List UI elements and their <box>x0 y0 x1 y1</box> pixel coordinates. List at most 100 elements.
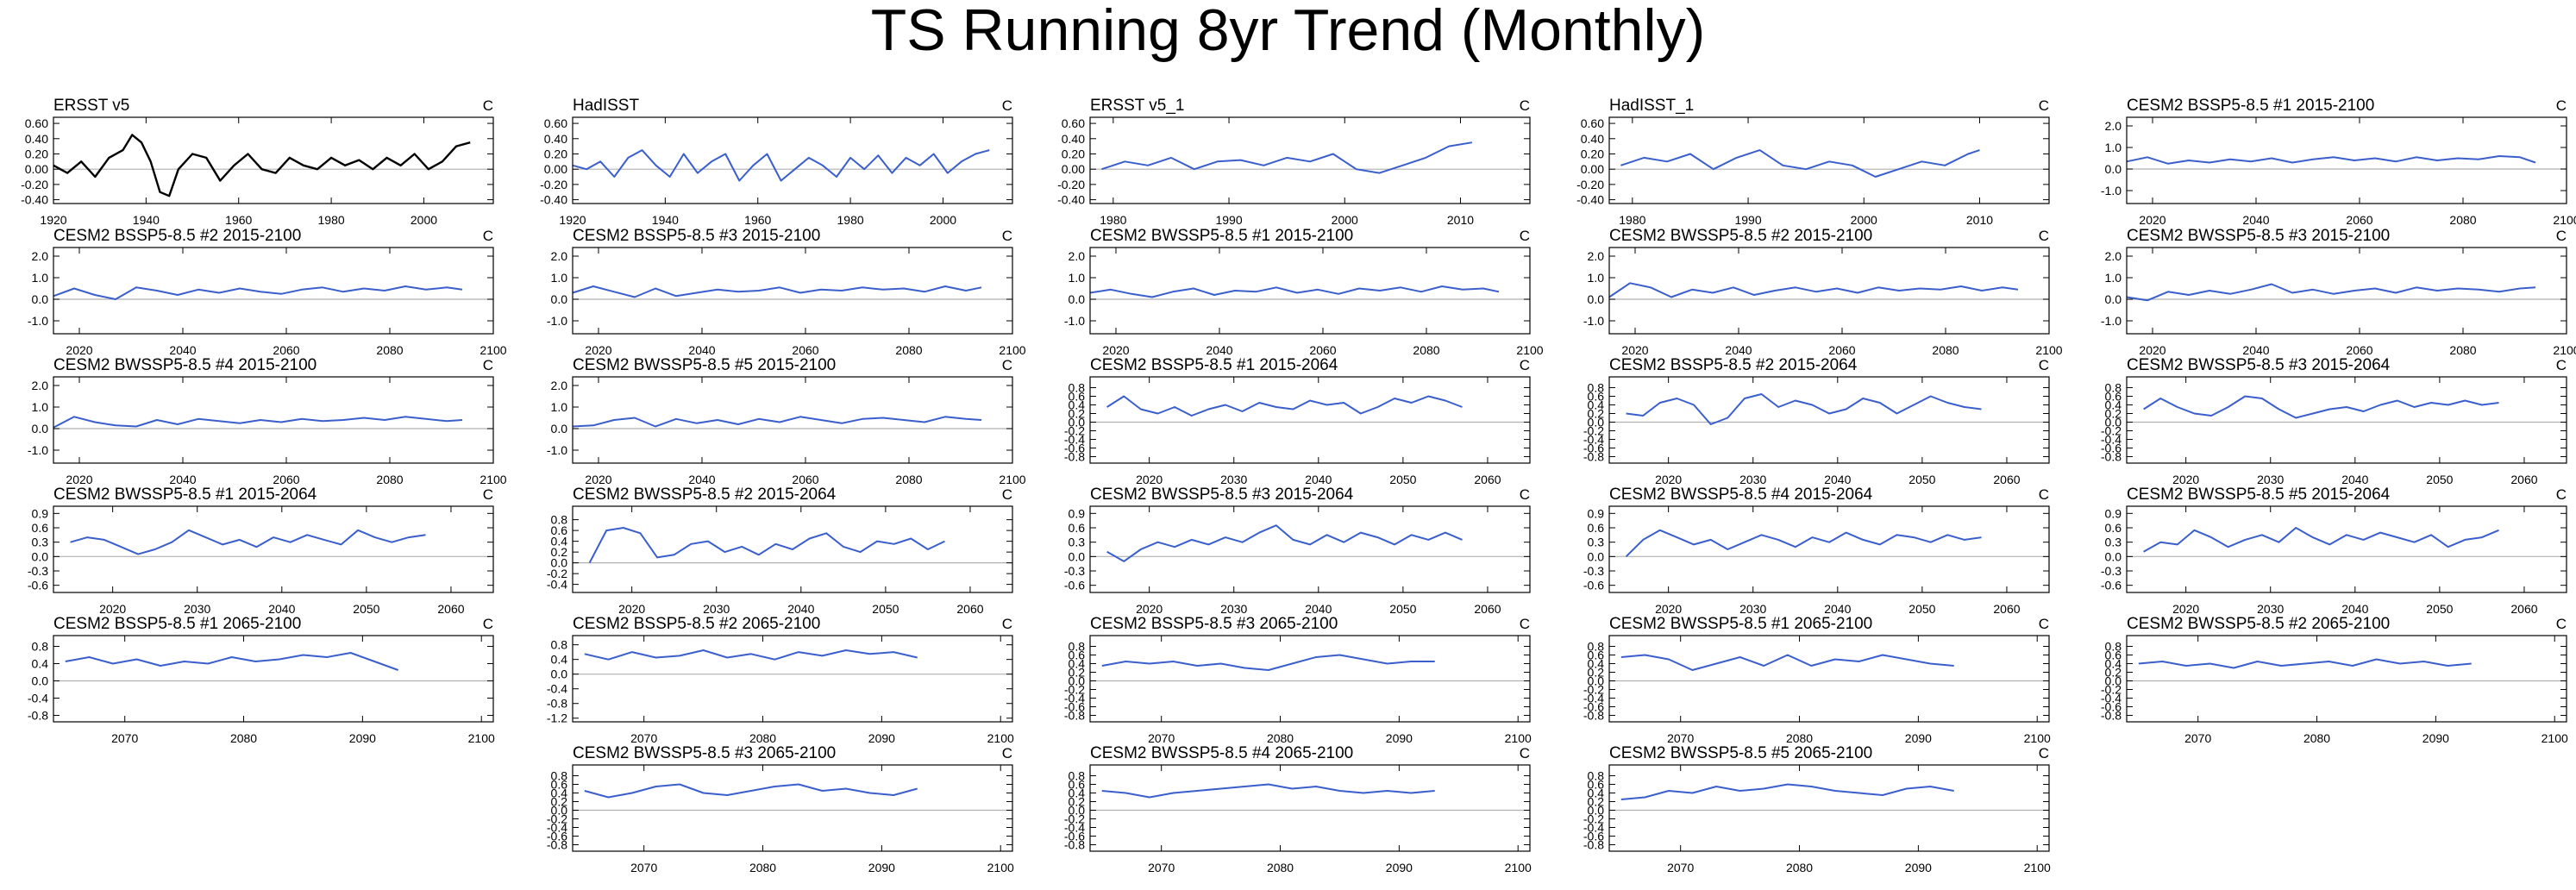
chart-panel: CESM2 BSSP5-8.5 #3 2015-2100 C -1.0 0.0 1.0 2… <box>547 227 1026 357</box>
x-tick-label: 2030 <box>2257 602 2284 616</box>
series-line <box>1626 393 1982 425</box>
panel-units: C <box>1520 616 1530 632</box>
x-tick-label: 1940 <box>133 213 160 227</box>
x-tick-label: 2040 <box>2242 213 2269 227</box>
panel-title: CESM2 BWSSP5-8.5 #3 2015-2100 <box>2127 227 2390 245</box>
y-tick-label: -0.2 <box>1064 683 1085 697</box>
series-line <box>1608 282 2019 298</box>
series-line <box>70 529 426 555</box>
y-tick-label: -0.4 <box>547 682 567 696</box>
x-tick-label: 1980 <box>1619 213 1645 227</box>
y-tick-label: 0.4 <box>32 657 49 671</box>
x-tick-label: 2040 <box>1824 473 1851 486</box>
panel-units: C <box>1520 745 1530 762</box>
y-tick-label: 0.2 <box>1588 666 1605 680</box>
plot-frame <box>1608 376 2050 464</box>
y-tick-label: 0.6 <box>2105 390 2122 404</box>
y-tick-label: -1.0 <box>2101 314 2122 328</box>
y-tick-label: -0.8 <box>2101 709 2122 723</box>
y-tick-label: -1.0 <box>28 314 48 328</box>
y-tick-label: 1.0 <box>551 400 568 414</box>
x-tick-label: 2070 <box>1148 861 1175 874</box>
x-tick-label: 2100 <box>1516 343 1543 357</box>
chart-panel: CESM2 BSSP5-8.5 #2 2065-2100 C -1.2-0.8-0.… <box>547 615 1014 745</box>
panel-title: CESM2 BSSP5-8.5 #1 2015-2064 <box>1090 356 1338 374</box>
y-tick-label: -0.6 <box>1064 830 1085 843</box>
y-tick-label: 0.6 <box>1588 390 1605 404</box>
y-tick-label: -0.6 <box>1583 579 1604 592</box>
panel-title: CESM2 BWSSP5-8.5 #2 2015-2100 <box>1609 227 1872 245</box>
y-tick-label: 0.6 <box>1588 649 1605 662</box>
y-tick-label: -1.0 <box>2101 184 2122 197</box>
y-tick-label: 0.4 <box>551 535 568 548</box>
y-tick-label: 0.9 <box>2105 506 2122 520</box>
y-tick-label: 0.0 <box>1588 674 1605 688</box>
y-tick-label: -0.8 <box>1583 709 1604 723</box>
chart-panel: CESM2 BWSSP5-8.5 #4 2015-2064 C-0.6-0.30.… <box>1583 486 2050 616</box>
x-tick-label: 2000 <box>1332 213 1358 227</box>
plot-frame <box>2126 116 2567 204</box>
y-tick-label: 2.0 <box>2105 249 2122 263</box>
chart-panel: CESM2 BWSSP5-8.5 #2 2015-2064 C-0.4-0.20.… <box>547 486 1013 616</box>
chart-panel: ERSST v5 C -0.40 -0.20 0.00 0.200.40 0.60 1920 1… <box>21 97 494 227</box>
y-tick-label: 2.0 <box>32 379 49 392</box>
y-tick-label: 0.3 <box>1588 536 1605 549</box>
x-tick-label: 2000 <box>930 213 956 227</box>
panel-units: C <box>2039 616 2049 632</box>
plot-frame <box>53 376 494 464</box>
y-tick-label: 0.2 <box>1588 795 1605 809</box>
y-tick-label: -0.4 <box>1064 692 1085 705</box>
chart-panel: CESM2 BWSSP5-8.5 #3 2015-2100 C -1.0 0.0 1.0… <box>2101 227 2576 357</box>
series-line <box>1101 141 1473 174</box>
series-line <box>588 527 945 564</box>
plot-frame <box>1608 635 2050 723</box>
x-tick-label: 2080 <box>230 731 257 745</box>
chart-panel: ERSST v5_1 C -0.40 -0.20 0.00 0.200.40 0.60 198… <box>1057 97 1531 227</box>
panel-units: C <box>1520 486 1530 503</box>
x-tick-label: 2060 <box>437 602 464 616</box>
y-tick-label: -0.8 <box>1583 838 1604 852</box>
chart-panel: HadISST C -0.40 -0.20 0.00 0.200.40 0.60 1920 19… <box>540 97 1013 227</box>
panel-title: CESM2 BSSP5-8.5 #3 2015-2100 <box>573 227 820 245</box>
y-tick-label: 1.0 <box>1069 271 1086 285</box>
y-tick-label: 0.0 <box>32 422 49 436</box>
x-tick-label: 2030 <box>1220 473 1247 486</box>
plot-frame <box>1089 116 1531 204</box>
x-tick-label: 2040 <box>2341 602 2368 616</box>
x-tick-label: 2050 <box>353 602 379 616</box>
y-tick-label: 0.6 <box>1069 390 1086 404</box>
y-tick-label: 0.6 <box>1069 778 1086 792</box>
y-tick-label: -0.2 <box>1583 424 1604 438</box>
y-tick-label: 0.0 <box>551 668 568 681</box>
x-tick-label: 2020 <box>2139 213 2165 227</box>
panel-title: CESM2 BWSSP5-8.5 #5 2015-2064 <box>2127 486 2391 504</box>
y-tick-label: 0.3 <box>32 536 49 549</box>
y-tick-label: 2.0 <box>2105 119 2122 133</box>
plot-frame <box>53 505 494 593</box>
series-line <box>1101 654 1435 671</box>
x-tick-label: 2020 <box>618 602 645 616</box>
x-tick-label: 2020 <box>1136 473 1163 486</box>
chart-panel: CESM2 BSSP5-8.5 #1 2015-2100 C -1.0 0.0 1.0 2… <box>2101 97 2576 227</box>
y-tick-label: -1.0 <box>1583 314 1604 328</box>
y-tick-label: 0.3 <box>2105 536 2122 549</box>
series-line <box>1620 654 1954 671</box>
y-tick-label: 0.2 <box>1588 407 1605 421</box>
x-tick-label: 2090 <box>1386 861 1413 874</box>
x-tick-label: 2010 <box>1447 213 1474 227</box>
x-tick-label: 2020 <box>2139 343 2165 357</box>
y-tick-label: 0.20 <box>1062 147 1085 160</box>
plot-frame <box>572 505 1013 593</box>
y-tick-label: 0.0 <box>551 292 568 306</box>
series-line <box>1620 783 1954 800</box>
y-tick-label: 0.0 <box>1069 549 1086 563</box>
x-tick-label: 2080 <box>2449 213 2476 227</box>
panel-units: C <box>1002 486 1012 503</box>
x-tick-label: 2080 <box>376 343 403 357</box>
y-tick-label: 0.40 <box>1581 132 1604 146</box>
x-tick-label: 2080 <box>1786 731 1813 745</box>
y-tick-label: 0.8 <box>2105 640 2122 654</box>
chart-panel: CESM2 BSSP5-8.5 #2 2015-2064 C-0.8-0.6-0.… <box>1583 356 2050 486</box>
x-tick-label: 2030 <box>1220 602 1247 616</box>
x-tick-label: 2040 <box>688 343 715 357</box>
